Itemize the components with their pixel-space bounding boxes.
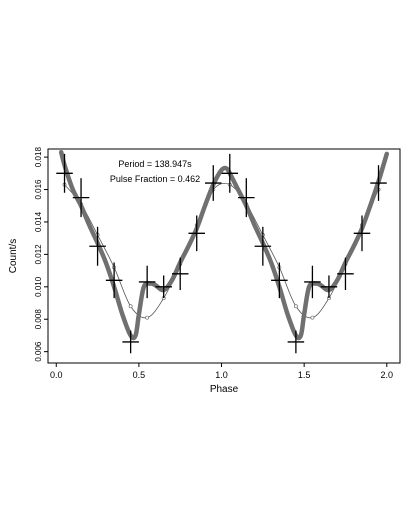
data-point xyxy=(221,153,239,193)
data-point xyxy=(56,153,73,193)
data-point xyxy=(89,226,106,266)
data-point xyxy=(271,262,288,299)
data-point xyxy=(138,265,156,299)
x-tick-label: 2.0 xyxy=(381,370,394,380)
y-axis: 0.006 0.008 0.010 0.012 0.014 0.016 0.018 xyxy=(34,147,48,362)
data-point xyxy=(370,165,387,201)
x-tick-label: 1.0 xyxy=(215,370,228,380)
y-tick-label: 0.012 xyxy=(34,244,43,265)
smooth-line xyxy=(58,149,390,341)
x-tick-label: 0.5 xyxy=(133,370,146,380)
data-point xyxy=(105,262,123,299)
data-point xyxy=(122,330,139,354)
sinusoid-fit-series xyxy=(62,182,381,320)
fit-marker xyxy=(145,315,150,320)
fit-marker xyxy=(310,315,315,320)
data-point xyxy=(155,275,172,299)
data-point xyxy=(287,330,305,354)
data-point xyxy=(254,226,272,266)
pulse-fraction-annotation: Pulse Fraction = 0.462 xyxy=(110,174,200,184)
data-point xyxy=(337,257,354,291)
data-point xyxy=(320,275,338,299)
data-point xyxy=(72,178,90,218)
y-tick-label: 0.018 xyxy=(34,147,43,168)
fit-marker xyxy=(293,304,298,309)
y-tick-label: 0.014 xyxy=(34,211,43,232)
x-tick-label: 1.5 xyxy=(298,370,311,380)
smooth-profile-series xyxy=(58,149,390,341)
x-axis-label: Phase xyxy=(210,384,239,395)
plot-frame xyxy=(47,148,401,364)
data-point xyxy=(238,178,255,218)
period-annotation: Period = 138.947s xyxy=(118,159,192,169)
data-point xyxy=(304,265,321,299)
data-point xyxy=(171,257,189,291)
y-tick-label: 0.010 xyxy=(34,276,43,297)
x-tick-label: 0.0 xyxy=(50,370,63,380)
y-tick-label: 0.006 xyxy=(34,341,43,362)
x-axis: 0.0 0.5 1.0 1.5 2.0 xyxy=(50,363,393,380)
fit-marker xyxy=(128,304,133,309)
fit-line xyxy=(64,182,379,319)
data-point xyxy=(353,215,371,252)
data-point xyxy=(204,165,222,201)
y-tick-label: 0.008 xyxy=(34,309,43,330)
data-points-series xyxy=(56,153,387,354)
y-tick-label: 0.016 xyxy=(34,179,43,200)
y-axis-label: Count/s xyxy=(8,239,19,273)
data-point xyxy=(188,215,205,252)
